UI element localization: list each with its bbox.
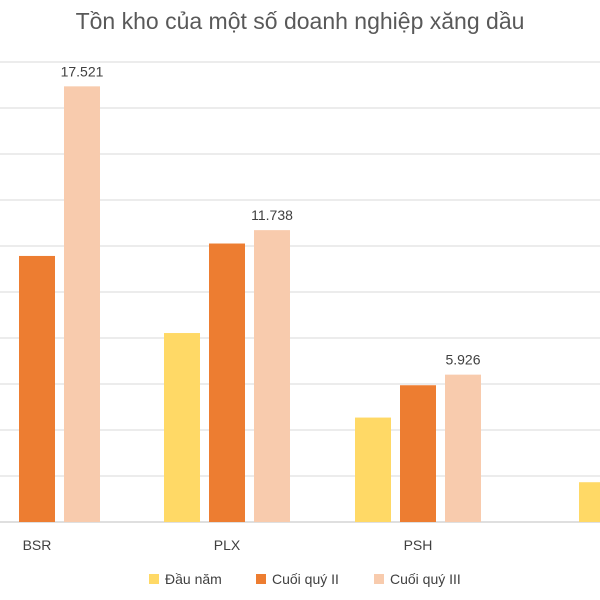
- legend-swatch-3: [374, 574, 384, 584]
- bar-plx-3: [254, 230, 290, 522]
- category-label-plx: PLX: [214, 537, 241, 553]
- bar-psh-2: [400, 385, 436, 522]
- legend-label-2: Cuối quý II: [272, 571, 339, 587]
- data-label-psh: 5.926: [445, 352, 480, 368]
- category-label-bsr: BSR: [23, 537, 52, 553]
- bar-bsr-2: [19, 255, 55, 522]
- bar-psh-3: [445, 374, 481, 522]
- legend-swatch-1: [149, 574, 159, 584]
- legend-swatch-2: [256, 574, 266, 584]
- category-label-psh: PSH: [404, 537, 433, 553]
- bar-bsr-3: [64, 86, 100, 522]
- legend-label-1: Đầu năm: [165, 571, 222, 587]
- bar-partial: [579, 482, 600, 522]
- bar-plx-1: [164, 333, 200, 522]
- chart-title: Tồn kho của một số doanh nghiệp xăng dầu: [75, 8, 525, 34]
- data-label-bsr: 17.521: [61, 63, 104, 79]
- data-label-plx: 11.738: [251, 207, 293, 223]
- bar-plx-2: [209, 243, 245, 522]
- bar-psh-1: [355, 417, 391, 522]
- legend-label-3: Cuối quý III: [390, 571, 461, 587]
- legend: Đầu năm Cuối quý II Cuối quý III: [149, 571, 461, 587]
